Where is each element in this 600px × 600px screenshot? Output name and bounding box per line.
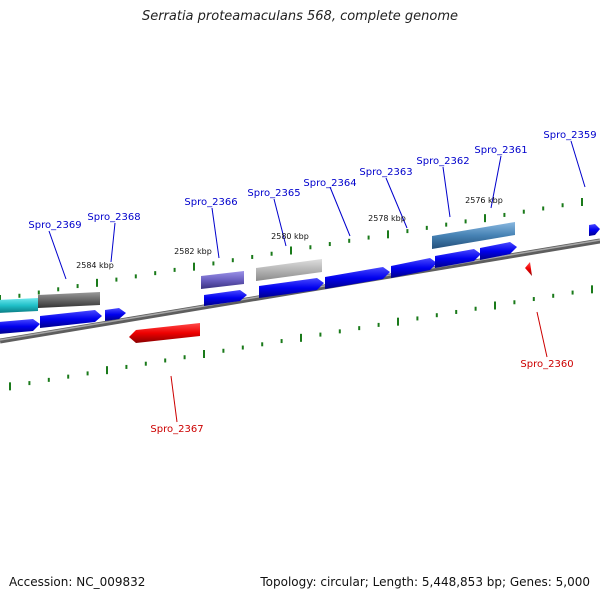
gene-forward[interactable] — [325, 267, 390, 289]
feature-block-teal — [0, 298, 38, 313]
gene-forward[interactable] — [105, 308, 126, 321]
label-leaders-forward — [48, 140, 586, 280]
gene-label-spro-2361[interactable]: Spro_2361 — [474, 145, 527, 156]
gene-label-spro-2368[interactable]: Spro_2368 — [87, 212, 140, 223]
gene-forward[interactable] — [589, 224, 600, 236]
label-leaders-reverse — [170, 311, 548, 423]
gene-label-spro-2360[interactable]: Spro_2360 — [520, 359, 573, 370]
gene-label-spro-2366[interactable]: Spro_2366 — [184, 197, 237, 208]
gene-forward[interactable] — [259, 278, 324, 298]
feature-block-grey — [256, 259, 322, 281]
scale-ticks-upper — [0, 198, 583, 303]
gene-forward[interactable] — [204, 290, 247, 306]
scale-label-2584: 2584 kbp — [76, 261, 114, 270]
genome-title: Serratia proteamaculans 568, complete ge… — [141, 9, 459, 24]
scale-label-2582: 2582 kbp — [174, 247, 212, 256]
feature-block-dark — [38, 292, 100, 308]
scale-label-2578: 2578 kbp — [368, 214, 406, 223]
gene-forward[interactable] — [391, 258, 437, 278]
gene-label-spro-2369[interactable]: Spro_2369 — [28, 220, 81, 231]
feature-block-steel — [432, 222, 515, 249]
gene-forward[interactable] — [0, 319, 40, 334]
gene-reverse[interactable] — [129, 323, 200, 343]
gene-label-spro-2367[interactable]: Spro_2367 — [150, 424, 203, 435]
feature-block-purple — [201, 271, 244, 289]
scale-label-2580: 2580 kbp — [271, 232, 309, 241]
gene-label-spro-2359[interactable]: Spro_2359 — [543, 130, 596, 141]
accession-label: Accession: NC_009832 — [9, 575, 146, 589]
gene-label-spro-2363[interactable]: Spro_2363 — [359, 167, 412, 178]
gene-forward[interactable] — [480, 242, 517, 260]
gene-label-spro-2364[interactable]: Spro_2364 — [303, 178, 356, 189]
genome-summary: Topology: circular; Length: 5,448,853 bp… — [260, 575, 590, 589]
gene-forward[interactable] — [40, 310, 102, 328]
gene-reverse[interactable] — [525, 262, 532, 276]
gene-forward[interactable] — [435, 249, 481, 268]
gene-label-spro-2365[interactable]: Spro_2365 — [247, 188, 300, 199]
scale-label-2576: 2576 kbp — [465, 196, 503, 205]
gene-label-spro-2362[interactable]: Spro_2362 — [416, 156, 469, 167]
scale-ticks-lower — [9, 285, 593, 391]
